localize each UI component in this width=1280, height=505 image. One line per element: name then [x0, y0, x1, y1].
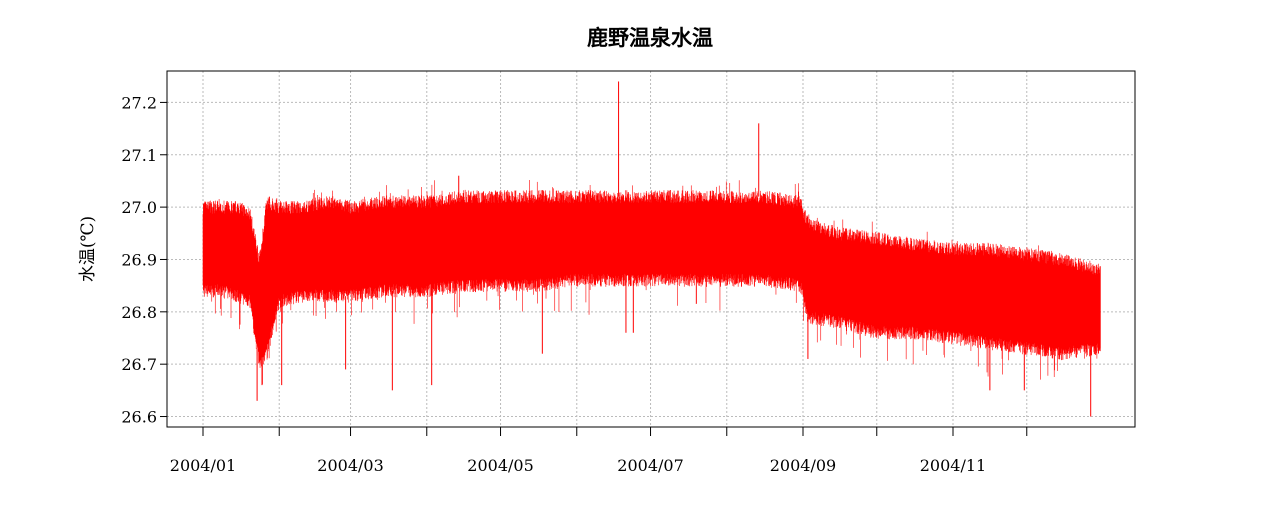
y-tick-label: 27.0 — [121, 198, 157, 217]
water-temp-series-line — [202, 179, 1101, 385]
y-axis-label: 水温(℃) — [78, 216, 98, 282]
y-tick-label: 26.6 — [121, 408, 157, 427]
x-tick-label: 2004/11 — [920, 456, 986, 475]
chart-title: 鹿野温泉水温 — [587, 25, 713, 50]
axis-layer: 26.6 26.7 26.8 26.9 27.0 27.1 27.2 2004/01 2004/… — [121, 93, 1028, 475]
y-tick-label: 26.9 — [121, 250, 157, 269]
x-tick-label: 2004/03 — [317, 456, 383, 475]
y-tick-label: 27.1 — [121, 146, 157, 165]
y-tick-label: 26.7 — [121, 355, 157, 374]
x-tick-label: 2004/07 — [617, 456, 683, 475]
x-tick-label: 2004/09 — [770, 456, 836, 475]
data-layer — [202, 81, 1101, 417]
y-tick-label: 27.2 — [121, 93, 157, 112]
y-tick-label: 26.8 — [121, 303, 157, 322]
x-tick-label: 2004/01 — [170, 456, 236, 475]
x-tick-label: 2004/05 — [467, 456, 533, 475]
